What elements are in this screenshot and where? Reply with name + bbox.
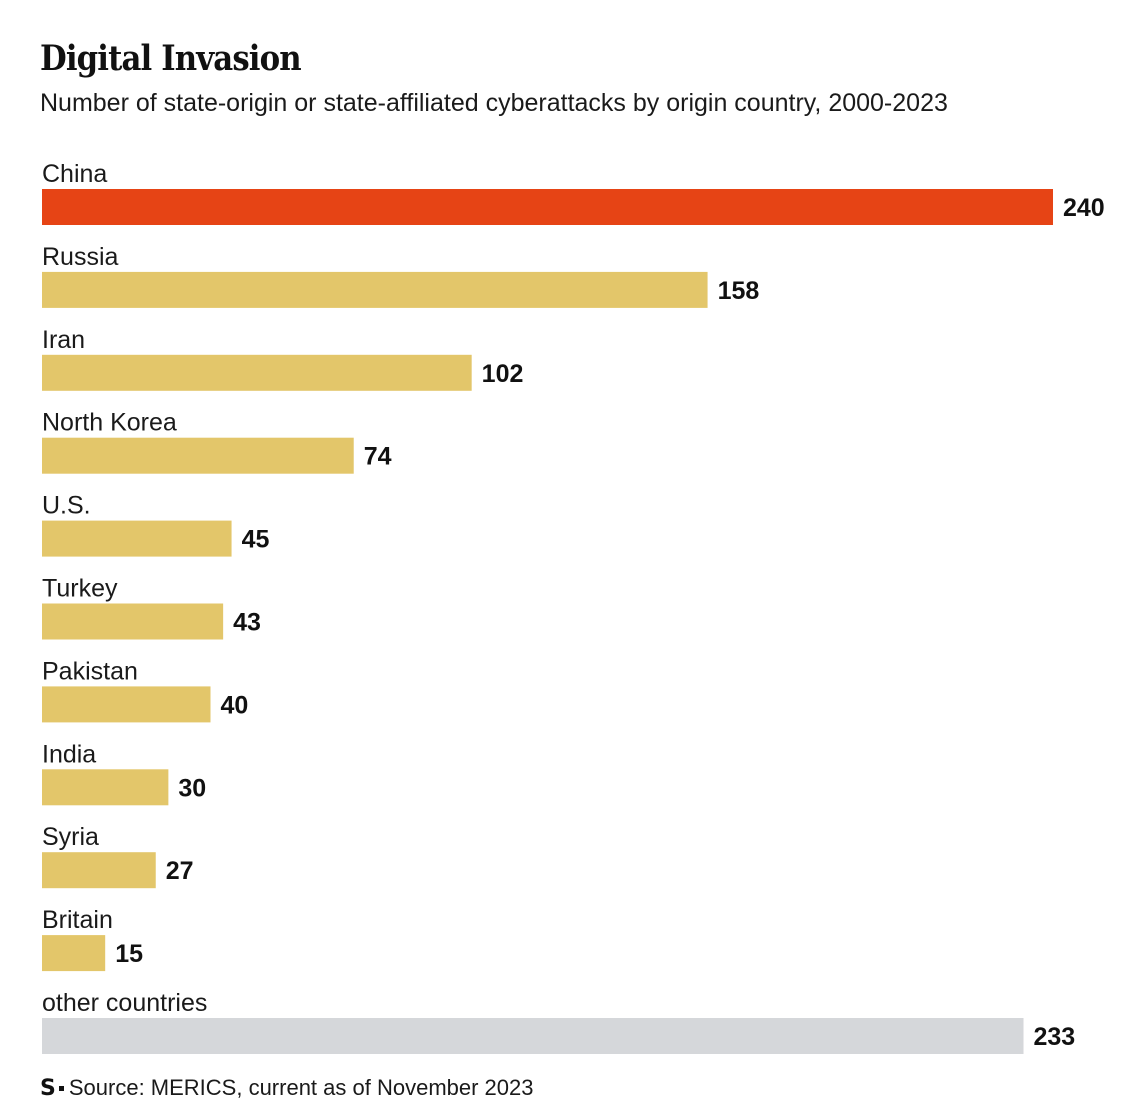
category-label-britain: Britain	[42, 906, 113, 934]
bullet-icon	[58, 1085, 64, 1091]
value-label-india: 30	[178, 774, 206, 802]
bar-iran	[42, 354, 472, 391]
value-label-britain: 15	[115, 940, 143, 968]
bar-syria	[42, 852, 156, 889]
bar-other-countries	[42, 1018, 1024, 1054]
bar-china	[42, 189, 1053, 225]
source-text: Source: MERICS, current as of November 2…	[68, 1075, 534, 1100]
bar-pakistan	[42, 686, 211, 723]
source-note: S Source: MERICS, current as of November…	[40, 1075, 534, 1101]
category-label-other-countries: other countries	[42, 989, 207, 1017]
category-label-north-korea: North Korea	[42, 409, 177, 437]
bar-russia	[42, 271, 708, 308]
category-label-russia: Russia	[42, 243, 119, 271]
value-label-syria: 27	[166, 857, 194, 885]
bar-turkey	[42, 603, 224, 640]
value-label-north-korea: 74	[364, 443, 392, 471]
category-label-turkey: Turkey	[42, 575, 118, 603]
category-label-syria: Syria	[42, 823, 99, 851]
category-label-iran: Iran	[42, 326, 85, 354]
value-label-other-countries: 233	[1034, 1023, 1076, 1051]
value-label-china: 240	[1063, 194, 1105, 222]
category-label-india: India	[42, 740, 96, 768]
value-label-turkey: 43	[233, 609, 261, 637]
bar-india	[42, 769, 169, 806]
value-label-u-s: 45	[242, 526, 270, 554]
category-label-u-s: U.S.	[42, 492, 91, 520]
value-label-pakistan: 40	[221, 691, 249, 719]
value-label-iran: 102	[482, 360, 524, 388]
bar-north-korea	[42, 437, 354, 474]
value-label-russia: 158	[718, 277, 760, 305]
bar-u-s	[42, 520, 232, 557]
chart-title: Digital Invasion	[40, 38, 302, 79]
chart-subtitle: Number of state-origin or state-affiliat…	[40, 89, 948, 117]
category-label-pakistan: Pakistan	[42, 657, 138, 685]
bar-chart: China 240 Russia 158 Iran 102 North Korea 74 U.S…	[42, 160, 1105, 1054]
publisher-logo-icon: S	[40, 1075, 56, 1101]
category-label-china: China	[42, 160, 107, 188]
bar-britain	[42, 935, 106, 972]
